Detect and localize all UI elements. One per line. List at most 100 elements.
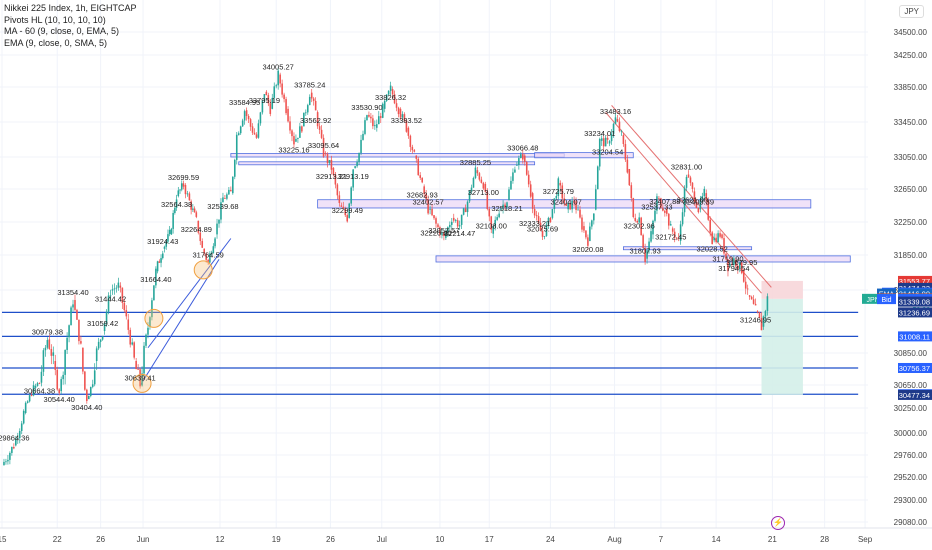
- candle-body: [553, 198, 556, 209]
- pivot-label: 32214.47: [444, 229, 475, 238]
- legend-indicator-ma[interactable]: MA - 60 (9, close, 0, EMA, 5): [4, 26, 120, 36]
- pivot-label: 33826.32: [375, 93, 406, 102]
- candle-body: [247, 116, 250, 120]
- pivot-label: 32020.08: [572, 245, 603, 254]
- candle-body: [604, 137, 607, 147]
- candle-body: [89, 386, 92, 396]
- candle-body: [121, 287, 124, 303]
- candle-body: [423, 186, 425, 194]
- candle-body: [431, 208, 433, 216]
- candle-body: [80, 341, 82, 344]
- pivot-label: 33584.95: [229, 98, 260, 107]
- pivot-label: 32028.52: [697, 244, 728, 253]
- candle-body: [634, 217, 637, 221]
- candle-body: [419, 175, 422, 178]
- candle-body: [368, 114, 370, 117]
- candle-body: [689, 177, 692, 183]
- candle-body: [283, 94, 285, 100]
- candle-body: [318, 126, 321, 130]
- candle-body: [666, 208, 668, 214]
- candle-body: [84, 371, 86, 390]
- candle-body: [201, 241, 204, 248]
- price-tag-badge-label: Bid: [881, 297, 891, 304]
- candle-body: [320, 129, 323, 138]
- candle-body: [101, 336, 104, 340]
- candle-body: [279, 74, 281, 84]
- candle-body: [407, 127, 410, 136]
- candle-body: [203, 248, 206, 254]
- candle-body: [251, 126, 254, 133]
- candle-body: [450, 221, 453, 225]
- lightning-icon[interactable]: ⚡: [771, 516, 785, 530]
- candle-body: [379, 116, 382, 118]
- candle-body: [175, 199, 178, 208]
- candle-body: [638, 217, 640, 223]
- pivot-label: 33204.54: [592, 147, 623, 156]
- candle-body: [312, 98, 315, 101]
- x-tick-label: Jul: [377, 535, 387, 544]
- candle-body: [516, 164, 518, 166]
- candle-body: [671, 228, 674, 232]
- candle-body: [577, 209, 579, 211]
- candle-body: [452, 217, 455, 221]
- legend-indicator-pivots[interactable]: Pivots HL (10, 10, 10, 10): [4, 14, 106, 25]
- candle-body: [82, 347, 84, 372]
- candle-body: [735, 259, 737, 267]
- candle-body: [210, 253, 213, 254]
- candle-body: [348, 203, 350, 218]
- candle-body: [717, 233, 719, 243]
- candle-body: [656, 196, 658, 211]
- candle-body: [22, 410, 25, 424]
- candle-body: [614, 117, 617, 124]
- candle-body: [632, 198, 635, 217]
- candle-body: [602, 138, 605, 147]
- candle-body: [697, 207, 700, 213]
- candle-body: [472, 178, 475, 188]
- candle-body: [60, 379, 62, 392]
- candle-body: [498, 213, 500, 218]
- candle-body: [591, 220, 593, 227]
- candle-body: [729, 264, 731, 267]
- pivot-label: 32518.21: [491, 204, 522, 213]
- candle-body: [193, 208, 196, 213]
- price-tag: [898, 275, 932, 286]
- candle-body: [301, 126, 303, 132]
- candle-body: [86, 389, 88, 401]
- candle-body: [462, 208, 465, 215]
- candle-body: [439, 227, 441, 235]
- candle-body: [397, 107, 400, 115]
- candle-body: [569, 202, 571, 210]
- candle-body: [205, 253, 207, 260]
- currency-label[interactable]: JPY: [899, 5, 924, 18]
- legend-symbol-title[interactable]: Nikkei 225 Index, 1h, EIGHTCAP: [4, 3, 137, 13]
- candle-body: [293, 136, 295, 145]
- price-tag-label: 30756.37: [899, 364, 930, 373]
- candle-body: [220, 202, 222, 220]
- pivot-label: 33795.19: [249, 96, 280, 105]
- y-tick-label: 30850.00: [894, 349, 928, 358]
- candle-body: [488, 208, 491, 217]
- candle-body: [557, 178, 560, 197]
- candle-body: [44, 347, 47, 351]
- candle-body: [88, 395, 90, 400]
- candle-body: [494, 219, 496, 226]
- pivot-label: 30639.41: [124, 374, 155, 383]
- zone-box: [623, 246, 753, 251]
- x-tick-label: 24: [546, 535, 555, 544]
- candle-body: [628, 169, 631, 186]
- candle-body: [186, 193, 189, 195]
- candle-body: [161, 253, 164, 259]
- candle-body: [99, 339, 102, 342]
- candle-body: [496, 217, 498, 220]
- candle-body: [752, 299, 755, 304]
- candle-body: [756, 311, 759, 313]
- candle-body: [652, 220, 654, 235]
- legend-indicator-ema[interactable]: EMA (9, close, 0, SMA, 5): [4, 37, 108, 48]
- candle-body: [5, 461, 7, 463]
- candle-body: [425, 193, 427, 200]
- candle-body: [332, 167, 335, 175]
- candle-body: [500, 208, 502, 210]
- candle-body: [733, 258, 735, 265]
- candle-body: [616, 119, 619, 122]
